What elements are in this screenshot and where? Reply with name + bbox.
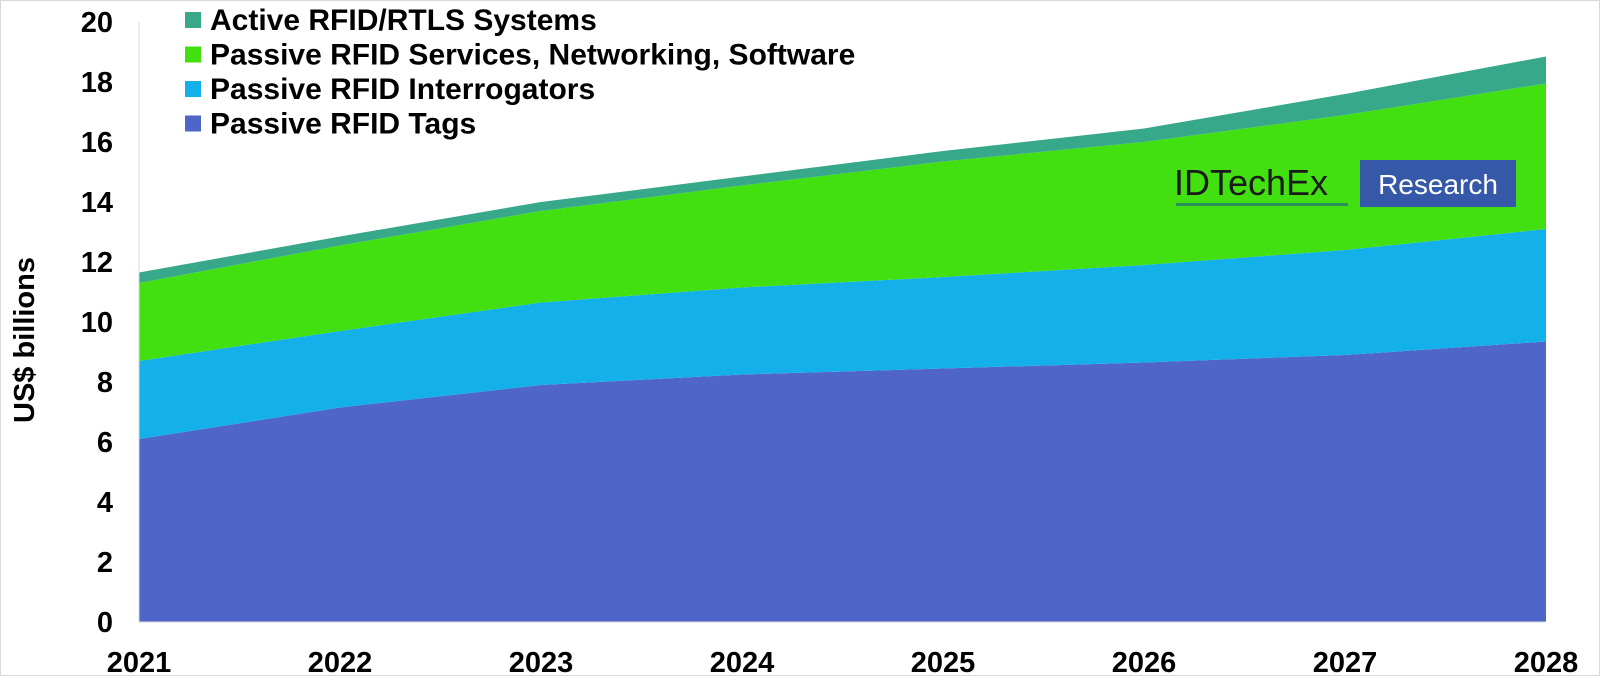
y-tick-label: 8	[97, 367, 113, 399]
area-series-group	[139, 56, 1546, 622]
legend-swatch	[185, 81, 201, 97]
legend-label: Passive RFID Interrogators	[210, 73, 595, 106]
legend-label: Active RFID/RTLS Systems	[210, 4, 597, 37]
logo-research-text: Research	[1378, 169, 1498, 200]
y-tick-label: 0	[97, 607, 113, 639]
x-tick-label: 2023	[509, 647, 574, 676]
y-tick-label: 10	[81, 307, 113, 339]
y-tick-label: 14	[81, 187, 113, 219]
logo-brand-underline	[1176, 203, 1348, 206]
y-tick-label: 6	[97, 427, 113, 459]
x-tick-label: 2026	[1112, 647, 1177, 676]
area-passive-rfid-tags	[139, 341, 1546, 622]
y-axis-label: US$ billions	[9, 257, 41, 423]
x-tick-label: 2027	[1313, 647, 1378, 676]
area-active-rfid-rtls-systems	[139, 56, 1546, 283]
legend-swatch	[185, 12, 201, 28]
y-tick-label: 16	[81, 127, 113, 159]
legend-swatch	[185, 46, 201, 63]
legend-swatch	[185, 115, 201, 132]
y-tick-label: 18	[81, 67, 113, 99]
y-tick-label: 4	[97, 487, 113, 519]
logo-research-badge	[1360, 160, 1516, 207]
y-tick-label: 12	[81, 247, 113, 279]
y-tick-label: 2	[97, 547, 113, 579]
area-passive-rfid-services-networking-software	[139, 83, 1546, 361]
area-passive-rfid-interrogators	[139, 229, 1546, 439]
x-tick-label: 2022	[308, 647, 373, 676]
y-tick-label: 20	[81, 7, 113, 39]
legend-label: Passive RFID Tags	[210, 108, 476, 141]
x-tick-label: 2021	[107, 647, 172, 676]
y-tick-labels: 0 2 4 6 8 10 12 14 16 18 20	[81, 7, 113, 639]
logo-brand-text: IDTechEx	[1174, 162, 1328, 203]
idtechex-logo: IDTechEx Research	[1174, 160, 1516, 207]
legend-label: Passive RFID Services, Networking, Softw…	[210, 39, 855, 72]
x-tick-label: 2024	[710, 647, 775, 676]
x-tick-label: 2025	[911, 647, 976, 676]
x-tick-labels: 2021 2022 2023 2024 2025 2026 2027 2028	[107, 647, 1579, 676]
x-tick-label: 2028	[1514, 647, 1579, 676]
